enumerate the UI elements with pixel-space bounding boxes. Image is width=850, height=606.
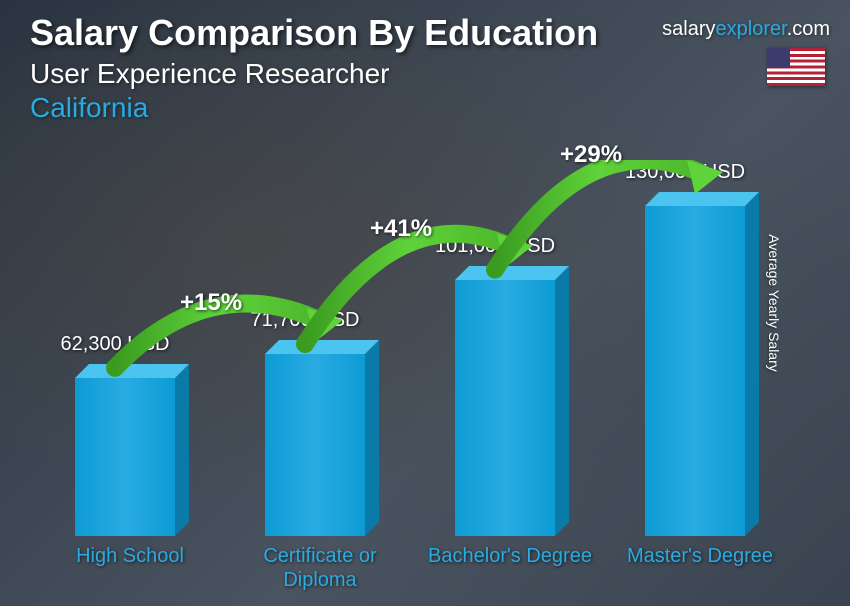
- increase-pct-label: +15%: [180, 289, 242, 317]
- brand-tld: .com: [787, 18, 830, 40]
- bar-category-label: Bachelor's Degree: [420, 544, 600, 568]
- bar-chart: 62,300 USDHigh School 71,700 USDCertifica…: [40, 160, 790, 586]
- increase-pct-label: +29%: [560, 141, 622, 169]
- bar-category-label: Certificate or Diploma: [230, 544, 410, 592]
- bar-front: [75, 378, 175, 536]
- bar-category-label: Master's Degree: [610, 544, 790, 568]
- bar-top: [75, 364, 189, 378]
- chart-location: California: [30, 92, 830, 124]
- bar-top: [265, 340, 379, 354]
- brand-suffix: explorer: [716, 18, 787, 40]
- brand-prefix: salary: [662, 18, 715, 40]
- bar-side: [365, 340, 379, 536]
- bar-top: [455, 266, 569, 280]
- bar-side: [175, 364, 189, 536]
- bar-side: [555, 266, 569, 536]
- chart-subtitle: User Experience Researcher: [30, 58, 830, 90]
- bar-group: 101,000 USDBachelor's Degree: [440, 280, 580, 536]
- brand-logo: salaryexplorer.com: [662, 18, 830, 41]
- bar-front: [645, 206, 745, 536]
- usa-flag-icon: [767, 48, 825, 86]
- bar-group: 71,700 USDCertificate or Diploma: [250, 354, 390, 536]
- bar-category-label: High School: [40, 544, 220, 568]
- bar-group: 130,000 USDMaster's Degree: [630, 206, 770, 536]
- bar-group: 62,300 USDHigh School: [60, 378, 200, 536]
- bar-side: [745, 192, 759, 536]
- bar-front: [265, 354, 365, 536]
- bar-front: [455, 280, 555, 536]
- increase-pct-label: +41%: [370, 215, 432, 243]
- bar-value-label: 62,300 USD: [15, 333, 215, 356]
- bar-top: [645, 192, 759, 206]
